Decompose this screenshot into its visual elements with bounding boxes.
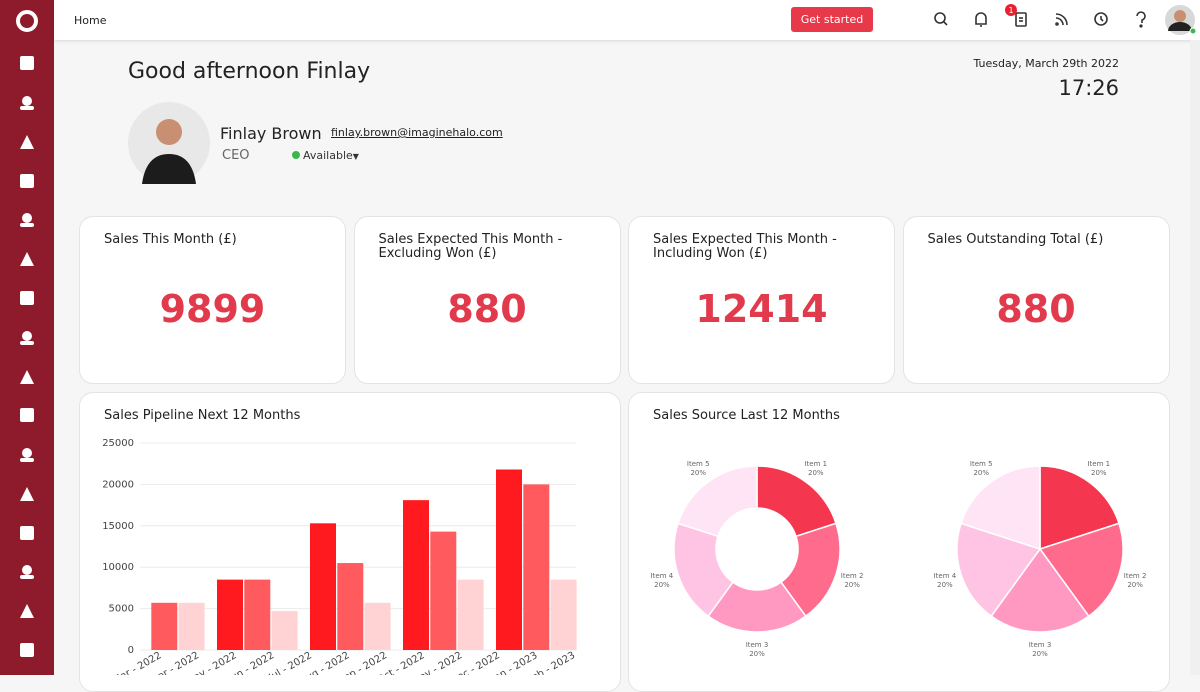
kpi-value: 12414 bbox=[695, 287, 828, 331]
notification-count: 1 bbox=[1008, 6, 1013, 15]
logo[interactable] bbox=[16, 10, 38, 32]
kpi-value: 880 bbox=[447, 287, 527, 331]
profile-role: CEO bbox=[222, 148, 250, 163]
kpi-card: Sales Expected This Month - Including Wo… bbox=[628, 216, 895, 384]
icon-shape bbox=[20, 458, 34, 462]
caret: ▼ bbox=[352, 152, 359, 161]
nav-icon[interactable] bbox=[20, 526, 34, 540]
icon-shape bbox=[22, 213, 32, 223]
date: Tuesday, March 29th 2022 bbox=[973, 57, 1119, 70]
kpi-card: Sales Expected This Month - Excluding Wo… bbox=[353, 216, 621, 384]
icon-shape bbox=[20, 643, 34, 657]
greeting: Good afternoon Finlay bbox=[128, 59, 371, 84]
status-dot bbox=[292, 151, 300, 159]
get-started-button[interactable]: Get started bbox=[791, 7, 873, 32]
icon-shape bbox=[20, 526, 34, 540]
kpi-value: 9899 bbox=[159, 287, 266, 331]
user-avatar[interactable] bbox=[1165, 5, 1197, 35]
nav-icon[interactable] bbox=[20, 643, 34, 657]
kpi-card: Sales This Month (£) 9899 bbox=[79, 216, 346, 384]
chart-title: Sales Source Last 12 Months bbox=[653, 408, 840, 423]
nav-icon[interactable] bbox=[20, 331, 34, 345]
icon-shape bbox=[20, 223, 34, 227]
notification-badge bbox=[1005, 4, 1017, 16]
kpi-label: Sales Expected This Month - Excluding Wo… bbox=[378, 232, 563, 261]
status-dropdown[interactable]: Available▼ bbox=[292, 149, 359, 162]
nav-icon[interactable] bbox=[20, 291, 34, 305]
chart-title: Sales Pipeline Next 12 Months bbox=[104, 408, 301, 423]
icon-shape bbox=[20, 106, 34, 110]
kpi-card: Sales Outstanding Total (£) 880 bbox=[902, 216, 1170, 384]
top-bar: Home Get started 1 bbox=[54, 0, 1200, 40]
icon-shape bbox=[20, 341, 34, 345]
icon-shape bbox=[20, 135, 34, 149]
clipboard-icon[interactable] bbox=[1015, 12, 1027, 27]
nav-icon[interactable] bbox=[20, 213, 34, 227]
nav-icon[interactable] bbox=[20, 96, 34, 110]
nav-icon[interactable] bbox=[20, 487, 34, 501]
kpi-label: Sales Outstanding Total (£) bbox=[927, 232, 1104, 247]
icon-shape bbox=[20, 174, 34, 188]
nav-icon[interactable] bbox=[20, 56, 34, 70]
icon-shape bbox=[22, 331, 32, 341]
toolbar-icons: 1 bbox=[934, 4, 1197, 35]
nav-icon[interactable] bbox=[20, 370, 34, 384]
kpi-label: Sales Expected This Month - Including Wo… bbox=[653, 232, 837, 261]
sidebar bbox=[0, 0, 54, 675]
nav-icon[interactable] bbox=[20, 408, 34, 422]
status-text: Available bbox=[303, 149, 353, 162]
profile-email[interactable]: finlay.brown@imaginehalo.com bbox=[331, 126, 503, 139]
kpi-value: 880 bbox=[996, 287, 1076, 331]
nav-icon[interactable] bbox=[20, 448, 34, 462]
kpi-label: Sales This Month (£) bbox=[104, 232, 237, 247]
breadcrumb[interactable]: Home bbox=[74, 14, 107, 27]
icon-shape bbox=[22, 96, 32, 106]
time: 17:26 bbox=[1058, 76, 1119, 100]
icon-shape bbox=[20, 487, 34, 501]
icon-shape bbox=[20, 575, 34, 579]
bell-icon[interactable] bbox=[975, 12, 987, 27]
nav-icon[interactable] bbox=[20, 252, 34, 266]
icon-shape bbox=[22, 565, 32, 575]
search-icon[interactable] bbox=[934, 12, 948, 26]
pipeline-card: Sales Pipeline Next 12 Months bbox=[79, 392, 621, 692]
icon-shape bbox=[20, 408, 34, 422]
history-icon[interactable] bbox=[1094, 12, 1108, 26]
source-card: Sales Source Last 12 Months bbox=[628, 392, 1170, 692]
help-icon[interactable] bbox=[1136, 11, 1146, 28]
scrollbar[interactable] bbox=[1190, 40, 1200, 675]
nav-icon[interactable] bbox=[20, 604, 34, 618]
feed-icon[interactable] bbox=[1055, 13, 1068, 26]
sidebar-icons bbox=[16, 10, 38, 657]
icon-shape bbox=[20, 56, 34, 70]
nav-icon[interactable] bbox=[20, 174, 34, 188]
icon-shape bbox=[20, 252, 34, 266]
icon-shape bbox=[22, 448, 32, 458]
profile-name: Finlay Brown bbox=[220, 124, 322, 143]
icon-shape bbox=[20, 291, 34, 305]
nav-icon[interactable] bbox=[20, 565, 34, 579]
profile-photo bbox=[128, 102, 210, 184]
icon-shape bbox=[20, 604, 34, 618]
icon-shape bbox=[20, 370, 34, 384]
nav-icon[interactable] bbox=[20, 135, 34, 149]
